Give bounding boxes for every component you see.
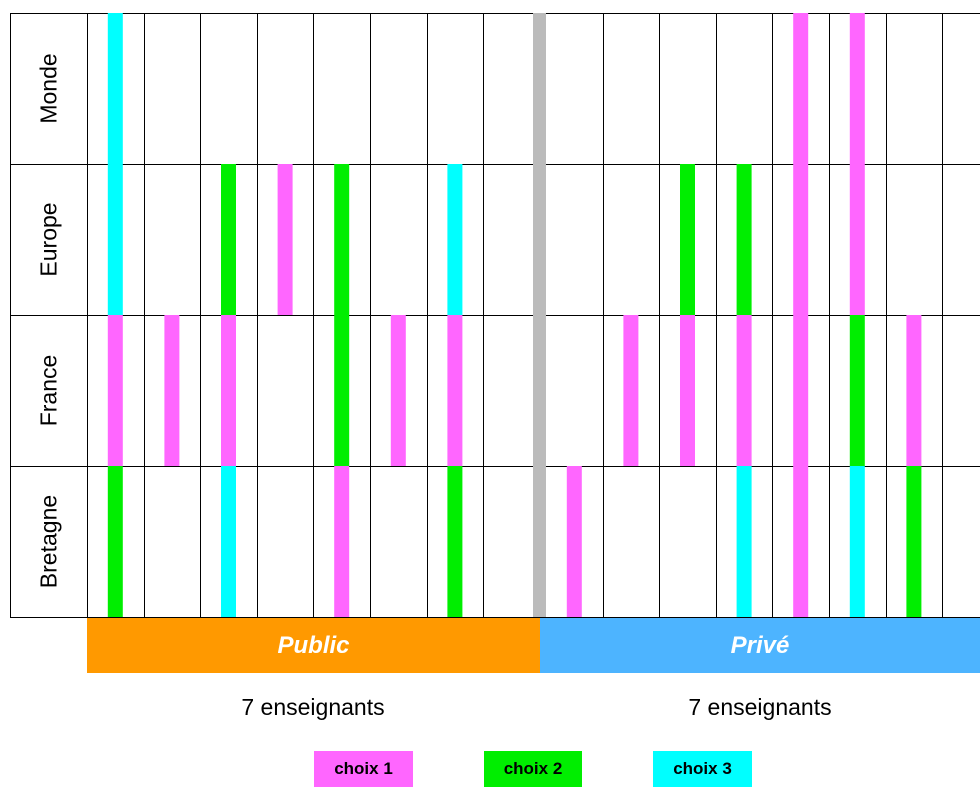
choice-bar bbox=[221, 315, 236, 466]
choice-bar bbox=[793, 466, 809, 617]
choice-bar bbox=[447, 315, 463, 466]
choice-bar bbox=[736, 164, 752, 315]
choice-bar bbox=[107, 466, 123, 617]
row-label-bretagne: Bretagne bbox=[36, 495, 62, 588]
choice-bar bbox=[623, 315, 639, 466]
choice-bar bbox=[221, 466, 236, 617]
choice-bar bbox=[447, 164, 463, 315]
choice-bar bbox=[849, 13, 865, 164]
choice-bar bbox=[334, 466, 350, 617]
choice-bar bbox=[107, 13, 123, 164]
choice-bar bbox=[164, 315, 180, 466]
choice-bar bbox=[334, 164, 350, 315]
choice-bar bbox=[447, 466, 463, 617]
legend-choix-3: choix 3 bbox=[653, 751, 752, 787]
legend-choix-2: choix 2 bbox=[484, 751, 582, 787]
choice-bar bbox=[793, 315, 809, 466]
choice-bar bbox=[680, 164, 695, 315]
group-separator bbox=[533, 13, 546, 617]
choice-bar bbox=[107, 164, 123, 315]
choice-bar bbox=[390, 315, 406, 466]
row-label-europe: Europe bbox=[36, 202, 62, 276]
choice-bar bbox=[334, 315, 350, 466]
choice-bar bbox=[736, 315, 752, 466]
choice-bar bbox=[849, 164, 865, 315]
choice-bar bbox=[906, 315, 922, 466]
legend-choix-1: choix 1 bbox=[314, 751, 413, 787]
group-label-public: Public bbox=[277, 631, 350, 659]
choice-bar bbox=[107, 315, 123, 466]
group-label-prive: Privé bbox=[730, 631, 790, 659]
choice-bar bbox=[793, 164, 809, 315]
choice-bar bbox=[566, 466, 582, 617]
choice-bar bbox=[736, 466, 752, 617]
group-bar-public: Public bbox=[87, 618, 540, 673]
choice-bar bbox=[906, 466, 922, 617]
choice-bar bbox=[680, 315, 695, 466]
choice-bar bbox=[849, 466, 865, 617]
choice-bar bbox=[849, 315, 865, 466]
row-label-monde: Monde bbox=[36, 53, 62, 123]
choice-bar bbox=[793, 13, 809, 164]
choice-bar bbox=[221, 164, 236, 315]
count-label-prive: 7 enseignants bbox=[688, 694, 832, 720]
row-label-france: France bbox=[36, 355, 62, 427]
group-bar-prive: Privé bbox=[540, 618, 980, 673]
choice-bar bbox=[277, 164, 293, 315]
count-label-public: 7 enseignants bbox=[241, 694, 385, 720]
